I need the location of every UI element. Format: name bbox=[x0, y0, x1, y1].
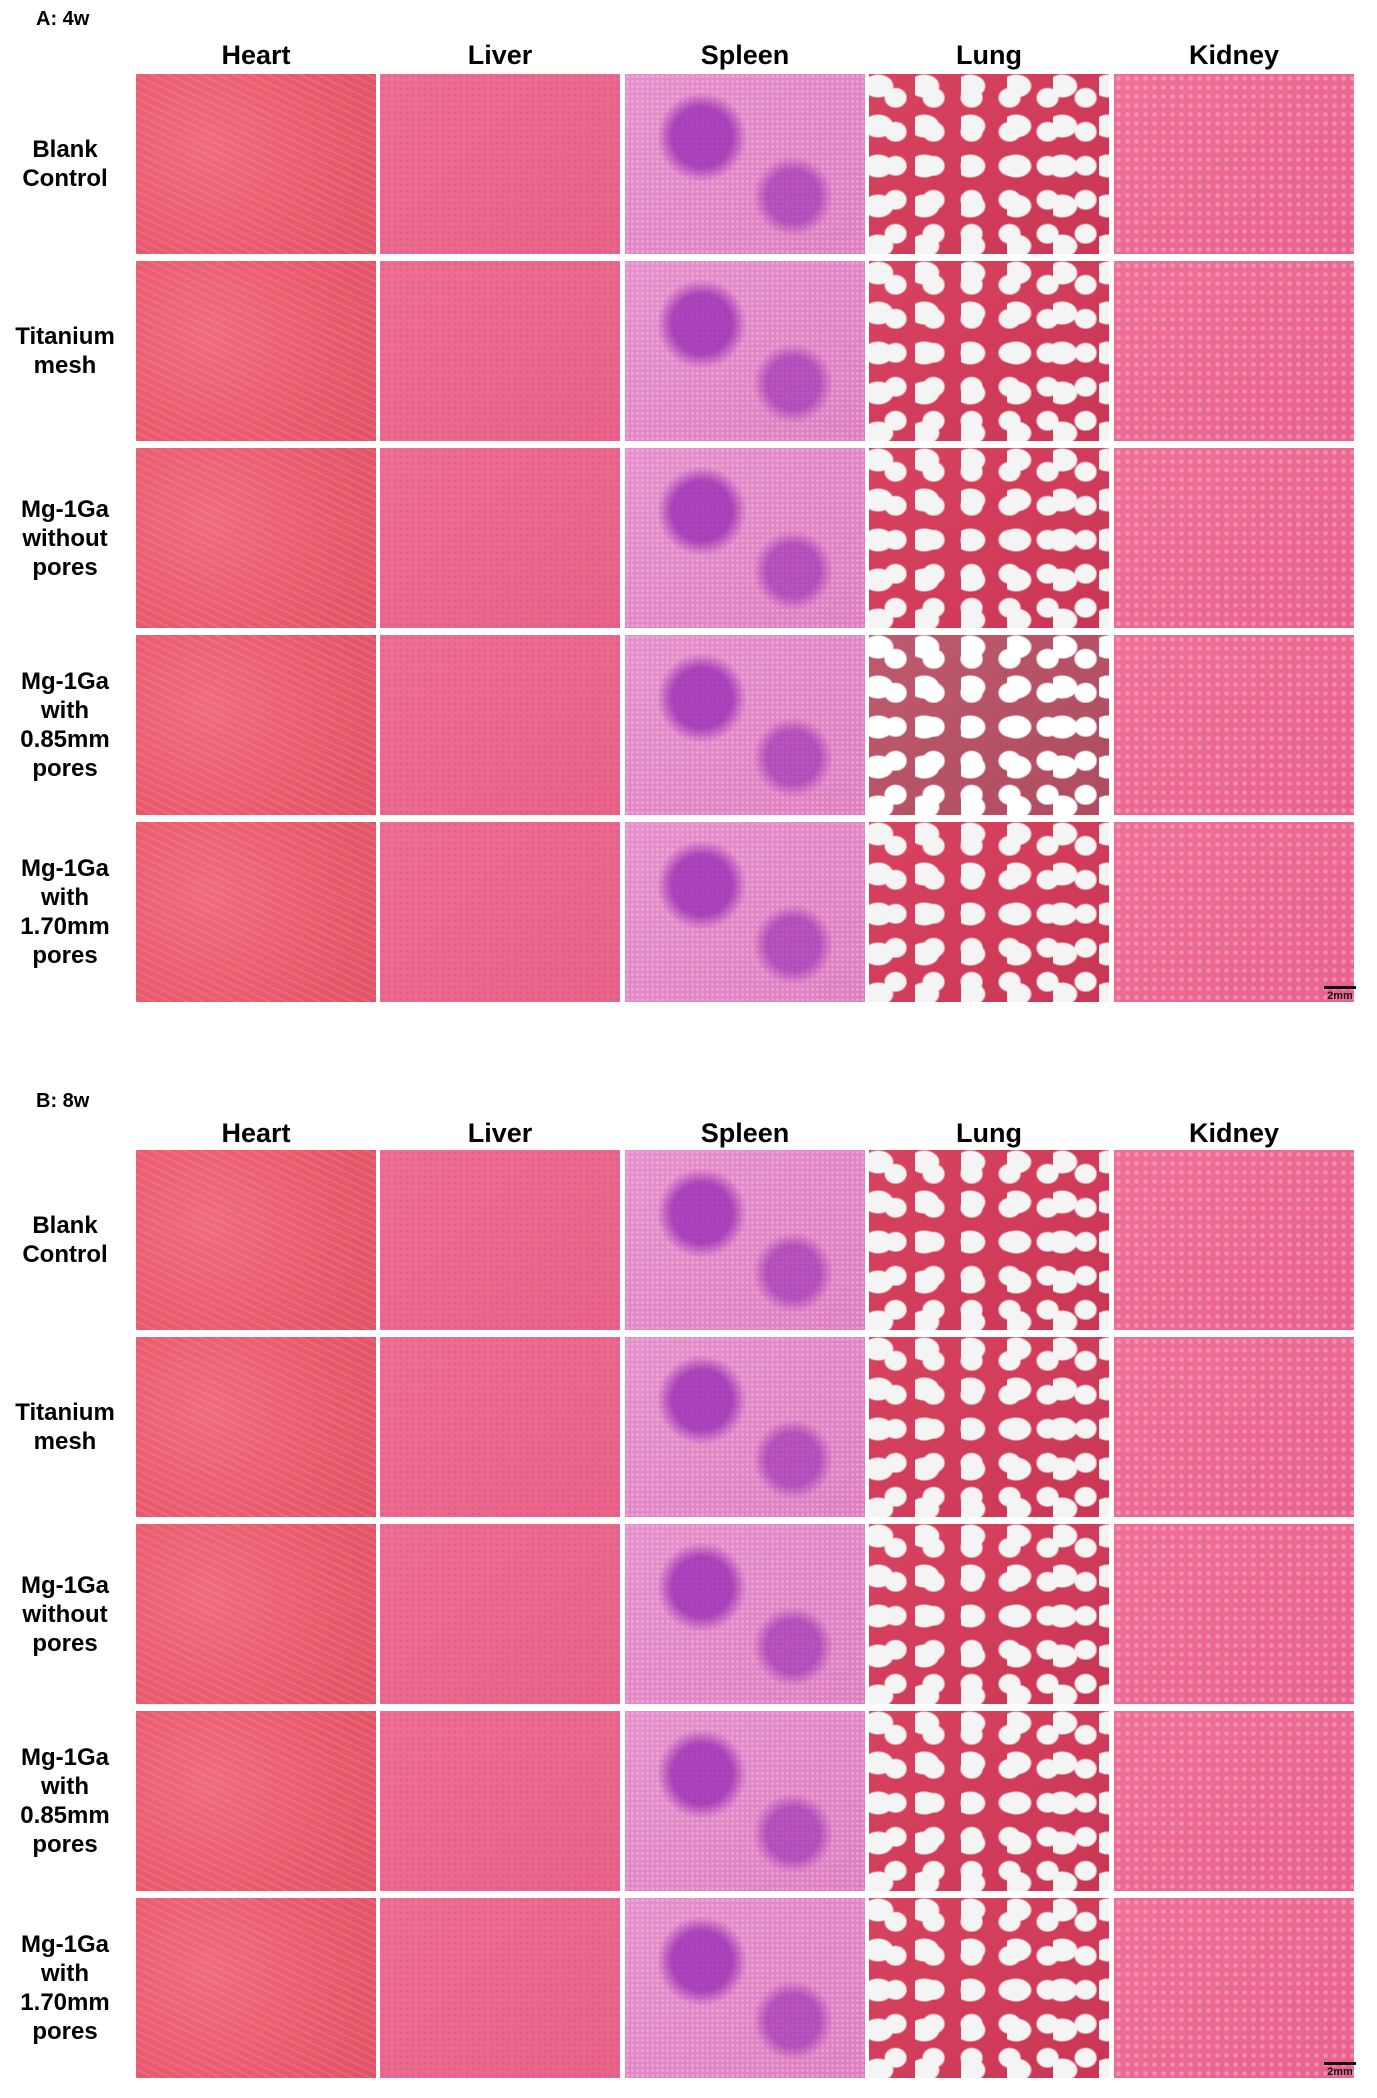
row-label-mg1ga-085-pores: Mg-1Ga with 0.85mm pores bbox=[20, 668, 110, 782]
column-header-liver-b: Liver bbox=[467, 1118, 533, 1148]
column-header-heart: Heart bbox=[221, 40, 291, 70]
micrograph-b-170-lung bbox=[869, 1898, 1109, 2078]
column-header-spleen-b: Spleen bbox=[700, 1118, 790, 1148]
row-label-mg1ga-085-pores-b: Mg-1Ga with 0.85mm pores bbox=[20, 1744, 110, 1858]
micrograph-b-blank-heart bbox=[136, 1150, 376, 1330]
micrograph-b-nopores-liver bbox=[380, 1524, 620, 1704]
micrograph-b-blank-spleen bbox=[625, 1150, 865, 1330]
scale-bar-label-a: 2mm bbox=[1327, 990, 1353, 1002]
column-header-kidney: Kidney bbox=[1188, 40, 1280, 70]
micrograph-a-nopores-kidney bbox=[1114, 448, 1354, 628]
micrograph-b-nopores-lung bbox=[869, 1524, 1109, 1704]
micrograph-a-085-heart bbox=[136, 635, 376, 815]
micrograph-a-170-kidney bbox=[1114, 822, 1354, 1002]
micrograph-a-titanium-lung bbox=[869, 261, 1109, 441]
row-label-mg1ga-without-pores-b: Mg-1Ga without pores bbox=[20, 1571, 109, 1657]
row-label-mg1ga-170-pores: Mg-1Ga with 1.70mm pores bbox=[20, 855, 110, 969]
micrograph-a-blank-heart bbox=[136, 74, 376, 254]
micrograph-a-titanium-liver bbox=[380, 261, 620, 441]
row-label-titanium-mesh: Titanium mesh bbox=[15, 323, 115, 379]
micrograph-a-blank-lung bbox=[869, 74, 1109, 254]
micrograph-b-titanium-lung bbox=[869, 1337, 1109, 1517]
micrograph-b-blank-lung bbox=[869, 1150, 1109, 1330]
row-label-blank-control: Blank Control bbox=[22, 136, 108, 192]
micrograph-b-titanium-heart bbox=[136, 1337, 376, 1517]
panel-label-a: A: 4w bbox=[36, 8, 90, 30]
micrograph-b-titanium-kidney bbox=[1114, 1337, 1354, 1517]
micrograph-b-085-spleen bbox=[625, 1711, 865, 1891]
micrograph-a-085-kidney bbox=[1114, 635, 1354, 815]
micrograph-b-170-liver bbox=[380, 1898, 620, 2078]
micrograph-b-170-heart bbox=[136, 1898, 376, 2078]
column-header-lung-b: Lung bbox=[956, 1118, 1022, 1148]
row-label-titanium-mesh-b: Titanium mesh bbox=[15, 1399, 115, 1455]
micrograph-b-nopores-kidney bbox=[1114, 1524, 1354, 1704]
column-header-spleen: Spleen bbox=[700, 40, 790, 70]
micrograph-b-titanium-spleen bbox=[625, 1337, 865, 1517]
micrograph-b-nopores-heart bbox=[136, 1524, 376, 1704]
panel-label-b: B: 8w bbox=[36, 1090, 90, 1112]
row-label-mg1ga-without-pores: Mg-1Ga without pores bbox=[20, 495, 109, 581]
scale-bar-label-b: 2mm bbox=[1327, 2066, 1353, 2078]
micrograph-a-170-heart bbox=[136, 822, 376, 1002]
micrograph-a-170-lung bbox=[869, 822, 1109, 1002]
micrograph-b-085-heart bbox=[136, 1711, 376, 1891]
micrograph-b-blank-liver bbox=[380, 1150, 620, 1330]
micrograph-a-nopores-liver bbox=[380, 448, 620, 628]
micrograph-a-nopores-spleen bbox=[625, 448, 865, 628]
micrograph-a-170-spleen bbox=[625, 822, 865, 1002]
column-header-lung: Lung bbox=[956, 40, 1022, 70]
scale-bar-a bbox=[1324, 986, 1356, 989]
micrograph-a-nopores-heart bbox=[136, 448, 376, 628]
row-label-blank-control-b: Blank Control bbox=[22, 1212, 108, 1268]
micrograph-b-170-spleen bbox=[625, 1898, 865, 2078]
micrograph-b-170-kidney bbox=[1114, 1898, 1354, 2078]
micrograph-a-blank-liver bbox=[380, 74, 620, 254]
scale-bar-b bbox=[1324, 2062, 1356, 2065]
micrograph-a-titanium-kidney bbox=[1114, 261, 1354, 441]
micrograph-b-nopores-spleen bbox=[625, 1524, 865, 1704]
micrograph-a-titanium-heart bbox=[136, 261, 376, 441]
micrograph-a-085-spleen bbox=[625, 635, 865, 815]
micrograph-a-blank-spleen bbox=[625, 74, 865, 254]
micrograph-b-085-kidney bbox=[1114, 1711, 1354, 1891]
micrograph-b-085-lung bbox=[869, 1711, 1109, 1891]
micrograph-b-085-liver bbox=[380, 1711, 620, 1891]
column-header-heart-b: Heart bbox=[221, 1118, 291, 1148]
micrograph-a-nopores-lung bbox=[869, 448, 1109, 628]
micrograph-b-titanium-liver bbox=[380, 1337, 620, 1517]
micrograph-a-085-liver bbox=[380, 635, 620, 815]
row-label-mg1ga-170-pores-b: Mg-1Ga with 1.70mm pores bbox=[20, 1931, 110, 2045]
micrograph-a-170-liver bbox=[380, 822, 620, 1002]
micrograph-b-blank-kidney bbox=[1114, 1150, 1354, 1330]
micrograph-a-blank-kidney bbox=[1114, 74, 1354, 254]
micrograph-a-titanium-spleen bbox=[625, 261, 865, 441]
column-header-kidney-b: Kidney bbox=[1188, 1118, 1280, 1148]
micrograph-a-085-lung bbox=[869, 635, 1109, 815]
column-header-liver: Liver bbox=[467, 40, 533, 70]
